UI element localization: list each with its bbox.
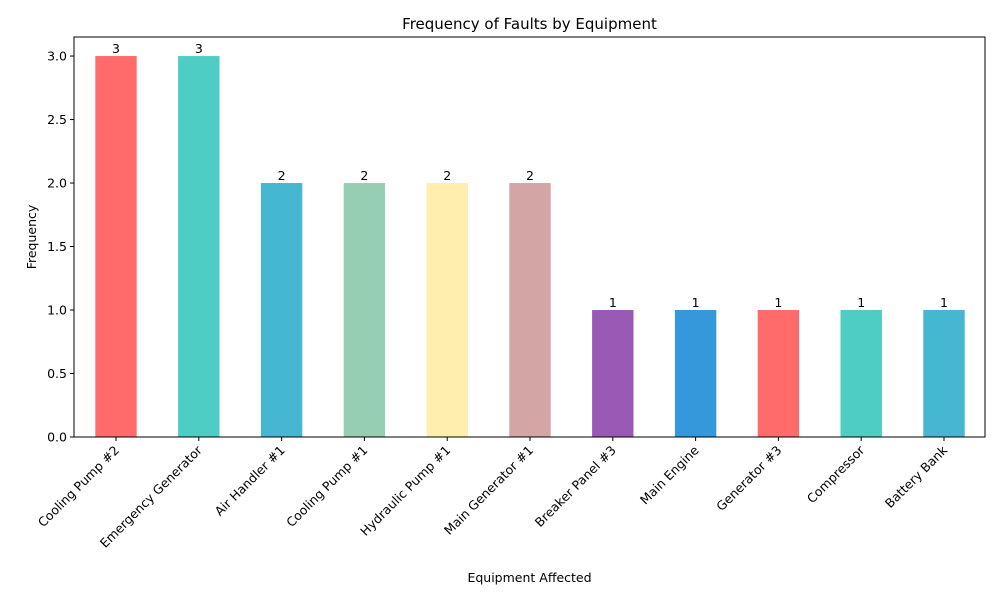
x-axis-label: Equipment Affected (467, 570, 591, 585)
x-tick-label-4: Hydraulic Pump #1 (357, 443, 453, 539)
data-label-1: 3 (195, 41, 203, 56)
chart-title: Frequency of Faults by Equipment (402, 15, 657, 33)
x-tick-label-6: Breaker Panel #3 (532, 443, 619, 530)
x-tick-label-0: Cooling Pump #2 (35, 443, 122, 530)
bar-3 (343, 183, 386, 437)
data-label-5: 2 (526, 168, 534, 183)
bars-layer (95, 56, 965, 438)
y-tick-label-6: 3.0 (47, 49, 67, 64)
x-tick-label-5: Main Generator #1 (441, 443, 536, 538)
y-axis-label: Frequency (24, 204, 39, 269)
data-label-4: 2 (443, 168, 451, 183)
data-label-3: 2 (360, 168, 368, 183)
bar-5 (509, 183, 551, 437)
y-tick-label-5: 2.5 (47, 112, 67, 127)
data-label-2: 2 (278, 168, 286, 183)
data-label-7: 1 (692, 295, 700, 310)
x-tick-label-3: Cooling Pump #1 (283, 443, 370, 530)
data-labels-layer: 3 3 2 2 2 2 1 1 1 1 1 (112, 41, 948, 310)
y-tick-label-1: 0.5 (47, 366, 67, 381)
x-tick-label-9: Compressor (804, 442, 868, 506)
y-axis: 0.0 0.5 1.0 1.5 2.0 2.5 3.0 (47, 49, 74, 445)
data-label-9: 1 (857, 295, 865, 310)
bar-6 (592, 310, 634, 437)
y-tick-label-4: 2.0 (47, 176, 67, 191)
data-label-0: 3 (112, 41, 120, 56)
bar-4 (426, 183, 468, 437)
y-tick-label-3: 1.5 (47, 239, 67, 254)
bar-0 (95, 56, 137, 438)
bar-1 (178, 56, 220, 438)
x-tick-label-2: Air Handler #1 (212, 443, 288, 519)
data-label-10: 1 (940, 295, 948, 310)
x-tick-label-10: Battery Bank (882, 442, 951, 511)
data-label-6: 1 (609, 295, 617, 310)
plot-frame (73, 36, 986, 438)
bar-10 (923, 310, 965, 437)
bar-9 (840, 310, 882, 437)
y-tick-label-2: 1.0 (47, 303, 67, 318)
y-tick-label-0: 0.0 (47, 430, 67, 445)
data-label-8: 1 (774, 295, 782, 310)
bar-7 (674, 310, 717, 437)
bar-8 (757, 310, 800, 437)
x-tick-label-8: Generator #3 (713, 443, 784, 514)
x-tick-label-7: Main Engine (637, 442, 702, 507)
bar-2 (260, 183, 303, 437)
